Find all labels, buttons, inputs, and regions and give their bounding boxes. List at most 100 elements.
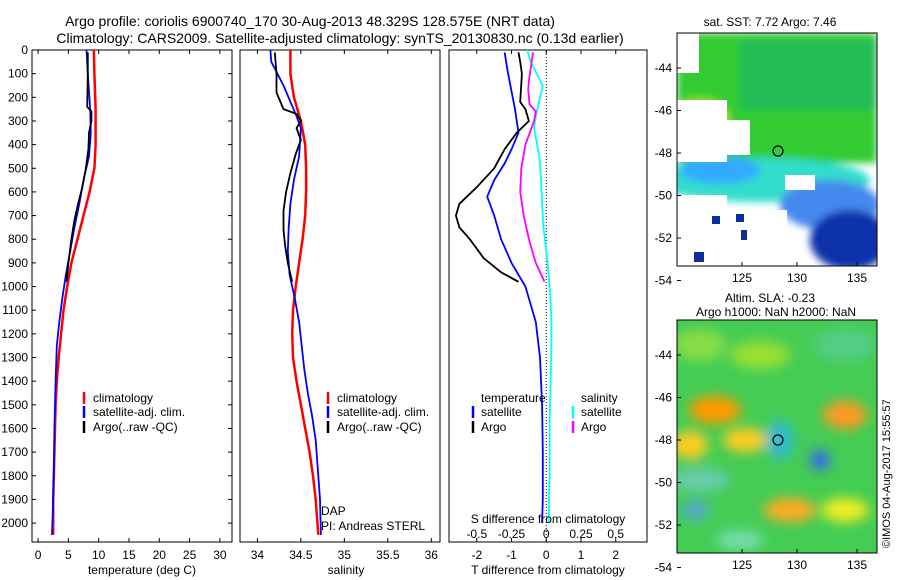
series-line-argo-raw-qc — [65, 52, 93, 282]
x-tick-label: 25 — [183, 548, 197, 562]
imos-credit: ©IMOS 04-Aug-2017 15:55:57 — [881, 399, 893, 548]
x-tick-label: 34 — [251, 548, 265, 562]
map-y-tick-label: -44 — [655, 61, 673, 75]
depth-tick-label: 1500 — [1, 398, 28, 412]
legend-climatology: climatology — [337, 391, 397, 405]
x-tick-label: 1 — [578, 548, 585, 562]
sst-argo-marker — [772, 145, 784, 157]
x-tick-label: 36 — [425, 548, 439, 562]
pi-label: PI: Andreas STERL — [321, 519, 425, 533]
sst-map-panel: sat. SST: 7.72 Argo: 7.46 — [655, 15, 878, 288]
s-tick-label: -0.25 — [498, 527, 526, 541]
series-line-climatology — [289, 50, 320, 535]
map-x-tick-label: 135 — [847, 271, 867, 285]
difference-series — [454, 49, 553, 524]
map-y-tick-label: -52 — [655, 231, 673, 245]
map-y-tick-label: -54 — [655, 561, 673, 575]
legend-s-satellite: satellite — [581, 405, 622, 419]
x-tick-label: 10 — [92, 548, 106, 562]
depth-tick-label: 700 — [8, 209, 28, 223]
sla-argo-marker — [772, 434, 784, 446]
map-x-tick-label: 125 — [732, 271, 752, 285]
legend-satellite: satellite-adj. clim. — [337, 405, 429, 419]
temperature-panel: 0100200300400500600700800900100011001200… — [1, 43, 647, 577]
temperature-xlabel: temperature (deg C) — [88, 563, 196, 577]
s-tick-label: 0 — [543, 527, 550, 541]
map-y-tick-label: -52 — [655, 518, 673, 532]
series-line-temperature-argo — [454, 52, 530, 283]
map-y-tick-label: -50 — [655, 189, 673, 203]
depth-tick-label: 0 — [21, 43, 28, 57]
x-tick-label: 34.5 — [289, 548, 313, 562]
salinity-series — [269, 49, 322, 535]
depth-tick-label: 300 — [8, 114, 28, 128]
series-line-satellite-adj-clim — [269, 49, 322, 535]
x-tick-label: 15 — [122, 548, 136, 562]
salinity-panel: 34 34.5 35 35.5 36 salinity climatology sate… — [239, 49, 441, 577]
dap-label: DAP — [321, 504, 346, 518]
s-tick-label: 0.25 — [569, 527, 593, 541]
salinity-x-axis: 34 34.5 35 35.5 36 — [251, 50, 439, 562]
sla-map-title: Altim. SLA: -0.23 — [725, 291, 815, 305]
legend-satellite: satellite-adj. clim. — [93, 405, 185, 419]
difference-axes-box — [448, 49, 648, 543]
map-x-tick-label: 125 — [732, 558, 752, 572]
salinity-axes-box — [239, 49, 441, 543]
legend-argo: Argo(..raw -QC) — [337, 420, 422, 434]
legend-t-satellite: satellite — [481, 405, 522, 419]
depth-tick-label: 1800 — [1, 469, 28, 483]
depth-tick-label: 200 — [8, 90, 28, 104]
map-y-tick-label: -50 — [655, 476, 673, 490]
depth-tick-label: 400 — [8, 138, 28, 152]
depth-tick-label: 1600 — [1, 421, 28, 435]
temperature-x-axis: 0 5 10 15 20 25 30 — [35, 50, 227, 562]
sla-map-axes: 125 130 135 -44 -46 -48 -50 -52 -54 — [655, 348, 868, 575]
depth-tick-label: 600 — [8, 185, 28, 199]
x-tick-label: 2 — [612, 548, 619, 562]
depth-tick-label: 800 — [8, 232, 28, 246]
s-tick-label: 0.5 — [607, 527, 624, 541]
difference-panel: -2 -1 0 1 2 T difference from climatology S … — [448, 49, 648, 577]
sla-map-frame — [676, 319, 878, 554]
depth-tick-label: 1000 — [1, 280, 28, 294]
legend-argo: Argo(..raw -QC) — [93, 420, 178, 434]
depth-tick-label: 2000 — [1, 516, 28, 530]
sla-field — [677, 320, 877, 553]
temperature-legend: climatology satellite-adj. clim. Argo(..… — [82, 391, 185, 434]
map-y-tick-label: -48 — [655, 146, 673, 160]
s-difference-xlabel: S difference from climatology — [471, 512, 626, 526]
x-tick-label: 5 — [65, 548, 72, 562]
figure-title-line2: Climatology: CARS2009. Satellite-adjuste… — [56, 30, 623, 46]
map-y-tick-label: -44 — [655, 348, 673, 362]
map-y-tick-label: -46 — [655, 104, 673, 118]
sst-field — [677, 33, 877, 266]
map-y-tick-label: -46 — [655, 391, 673, 405]
x-tick-label: 35.5 — [376, 548, 400, 562]
sla-map-subtitle: Argo h1000: NaN h2000: NaN — [696, 305, 856, 319]
series-line-argo-raw-qc — [273, 52, 302, 283]
legend-s-argo: Argo — [581, 420, 607, 434]
depth-tick-label: 1100 — [2, 303, 28, 317]
difference-x-axis: -2 -1 0 1 2 — [471, 50, 619, 562]
map-x-tick-label: 135 — [847, 558, 867, 572]
salinity-legend: climatology satellite-adj. clim. Argo(..… — [326, 391, 429, 434]
depth-tick-label: 500 — [8, 161, 28, 175]
legend-temperature-heading: temperature — [481, 391, 546, 405]
depth-tick-label: 1700 — [1, 445, 28, 459]
series-line-temperature-satellite — [486, 52, 544, 524]
sla-map-panel: Altim. SLA: -0.23 Argo h1000: NaN h2000:… — [655, 291, 878, 575]
x-tick-label: 30 — [213, 548, 227, 562]
x-tick-label: -2 — [471, 548, 482, 562]
map-y-tick-label: -48 — [655, 433, 673, 447]
map-x-tick-label: 130 — [787, 558, 807, 572]
depth-tick-label: 900 — [8, 256, 28, 270]
sst-map-title: sat. SST: 7.72 Argo: 7.46 — [704, 15, 837, 29]
sst-map-frame — [676, 32, 878, 267]
x-tick-label: -1 — [506, 548, 517, 562]
depth-tick-label: 1300 — [1, 351, 28, 365]
temperature-series — [51, 49, 97, 535]
s-difference-ticks: -0.5 -0.25 0 0.25 0.5 — [466, 527, 624, 541]
difference-legend: temperature satellite Argo salinity sate… — [471, 391, 622, 434]
salinity-xlabel: salinity — [328, 563, 365, 577]
figure-title-line1: Argo profile: coriolis 6900740_170 30-Au… — [65, 13, 555, 29]
